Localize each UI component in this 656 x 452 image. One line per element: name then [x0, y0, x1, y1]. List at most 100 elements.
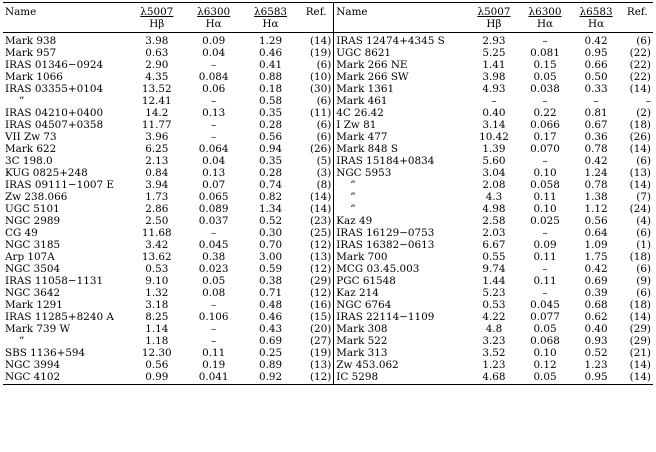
right-l5007-cell: 4.22 — [482, 311, 506, 323]
left-l5007-cell: 11.77 — [141, 119, 172, 131]
right-l6300-cell: 0.045 — [530, 299, 560, 311]
right-ref-cell: (26) — [629, 131, 651, 143]
left-name-cell: ” — [19, 335, 25, 347]
right-name-cell: Mark 700 — [336, 251, 388, 263]
left-l6583-cell: 0.70 — [258, 239, 283, 251]
left-l6583-cell: 0.46 — [258, 311, 283, 323]
left-l6300-cell: – — [211, 119, 217, 131]
left-l6300-cell: 0.065 — [198, 191, 229, 203]
left-l6300-cell: 0.11 — [202, 347, 226, 359]
left-l6300-cell: 0.38 — [202, 251, 226, 263]
subheader-blank — [298, 18, 335, 33]
left-ref-cell: (6) — [298, 59, 335, 71]
table-row: 3C 198.0 2.13 0.04 0.35 (5) IRAS 15184+0834 5.… — [3, 155, 653, 167]
left-l5007-cell: 0.84 — [145, 167, 169, 179]
right-l6300-cell: – — [542, 35, 548, 47]
right-ref-cell: (4) — [636, 215, 651, 227]
left-l5007-cell: 14.2 — [145, 107, 169, 119]
right-l6300-cell: 0.15 — [533, 59, 557, 71]
right-ref-cell: (2) — [636, 107, 651, 119]
left-l6300-cell: 0.05 — [202, 275, 226, 287]
left-name-cell: NGC 3642 — [5, 287, 61, 299]
left-ref-cell: (12) — [298, 371, 335, 385]
right-l5007-cell: 0.53 — [482, 299, 506, 311]
right-ref-cell: (13) — [629, 167, 651, 179]
left-name-cell: IRAS 04507+0358 — [5, 119, 104, 131]
right-l6300-cell: 0.11 — [533, 275, 557, 287]
left-l5007-cell: 12.30 — [141, 347, 172, 359]
table-row: KUG 0825+248 0.84 0.13 0.28 (3) NGC 5953 3.04 0… — [3, 167, 653, 179]
right-l5007-cell: 4.98 — [482, 203, 506, 215]
left-l6300-cell: 0.04 — [202, 155, 226, 167]
left-ref-cell: (20) — [298, 323, 335, 335]
right-name-cell: Mark 266 SW — [336, 71, 409, 83]
right-name-cell: Mark 266 NE — [336, 59, 408, 71]
left-l6583-cell: 0.71 — [258, 287, 283, 299]
left-l6583-cell: 0.30 — [258, 227, 283, 239]
left-ref-cell: (23) — [298, 215, 335, 227]
table-body: Mark 938 3.98 0.09 1.29 (14) IRAS 12474+4345 … — [3, 32, 653, 385]
left-ref-cell: (13) — [298, 359, 335, 371]
table-row: ” 1.18 – 0.69 (27) Mark 522 3.23 0.068 0.93 (29) — [3, 335, 653, 347]
right-l6300-cell: 0.10 — [533, 167, 557, 179]
right-l6300-cell: 0.10 — [533, 203, 557, 215]
right-ref-cell: (1) — [636, 239, 651, 251]
left-l6300-cell: – — [211, 299, 217, 311]
right-l6300-cell: – — [542, 227, 548, 239]
subheader-row: Hβ Hα Hα Hβ Hα Hα — [3, 18, 653, 33]
table-row: IRAS 01346−0924 2.90 – 0.41 (6) Mark 266 NE 1.… — [3, 59, 653, 71]
right-name-cell: IC 5298 — [333, 371, 469, 385]
left-l6583-cell: 0.46 — [258, 47, 283, 59]
right-l5007-cell: 4.8 — [485, 323, 503, 335]
left-l5007-cell: 2.50 — [145, 215, 169, 227]
left-name-cell: UGC 5101 — [5, 203, 60, 215]
left-l5007-cell: 6.25 — [145, 143, 169, 155]
right-l6583-cell: 0.93 — [584, 335, 608, 347]
left-name-cell: KUG 0825+248 — [5, 167, 88, 179]
left-l6583-cell: 0.41 — [258, 59, 283, 71]
left-l5007-cell: 4.35 — [145, 71, 169, 83]
col-header-6583: λ6583 — [570, 2, 622, 18]
right-ref-cell: (22) — [629, 59, 651, 71]
right-l6300-cell: 0.038 — [530, 83, 560, 95]
table-row: NGC 2989 2.50 0.037 0.52 (23) Kaz 49 2.58 0.025… — [3, 215, 653, 227]
left-l6300-cell: 0.09 — [202, 35, 226, 47]
right-l6300-cell: 0.12 — [533, 359, 557, 371]
subheader-halpha: Hα — [570, 18, 622, 33]
right-name-cell: Mark 461 — [336, 95, 388, 107]
right-name-cell: IRAS 16129−0753 — [336, 227, 435, 239]
left-l6583-cell: 0.56 — [258, 131, 283, 143]
right-l6583-cell: 0.33 — [584, 83, 608, 95]
left-ref-cell: (13) — [298, 251, 335, 263]
left-l6583-cell: 3.00 — [258, 251, 283, 263]
left-l5007-cell: 13.62 — [141, 251, 172, 263]
right-l6300-cell: – — [542, 155, 548, 167]
right-l5007-cell: 5.25 — [482, 47, 506, 59]
col-header-5007: λ5007 — [468, 2, 520, 18]
left-ref-cell: (12) — [298, 263, 335, 275]
right-l6583-cell: 0.40 — [584, 323, 608, 335]
table-row: Mark 938 3.98 0.09 1.29 (14) IRAS 12474+4345 … — [3, 32, 653, 47]
left-l5007-cell: 11.68 — [141, 227, 172, 239]
table-row: NGC 4102 0.99 0.041 0.92 (12) IC 5298 4.68 0.05… — [3, 371, 653, 385]
left-l6300-cell: 0.07 — [202, 179, 226, 191]
right-l6583-cell: 0.56 — [584, 215, 608, 227]
right-l5007-cell: 5.23 — [482, 287, 506, 299]
left-l6300-cell: 0.19 — [202, 359, 226, 371]
right-ref-cell: (14) — [629, 311, 651, 323]
left-name-cell: NGC 3185 — [5, 239, 61, 251]
left-name-cell: Zw 238.066 — [5, 191, 68, 203]
left-ref-cell: (10) — [298, 71, 335, 83]
table-row: NGC 3642 1.32 0.08 0.71 (12) Kaz 214 5.23 – 0.39… — [3, 287, 653, 299]
left-name-cell: Mark 622 — [5, 143, 57, 155]
right-l5007-cell: – — [491, 95, 497, 107]
left-l6300-cell: 0.04 — [202, 47, 226, 59]
left-l6300-cell: 0.041 — [185, 371, 243, 385]
right-l6583-cell: 0.39 — [584, 287, 608, 299]
right-l5007-cell: 3.14 — [482, 119, 506, 131]
left-l6300-cell: 0.064 — [198, 143, 229, 155]
right-name-cell: NGC 5953 — [336, 167, 392, 179]
left-l6583-cell: 0.59 — [258, 263, 283, 275]
table-row: IRAS 04507+0358 11.77 – 0.28 (6) I Zw 81 3.14 0… — [3, 119, 653, 131]
left-ref-cell: (5) — [298, 155, 335, 167]
